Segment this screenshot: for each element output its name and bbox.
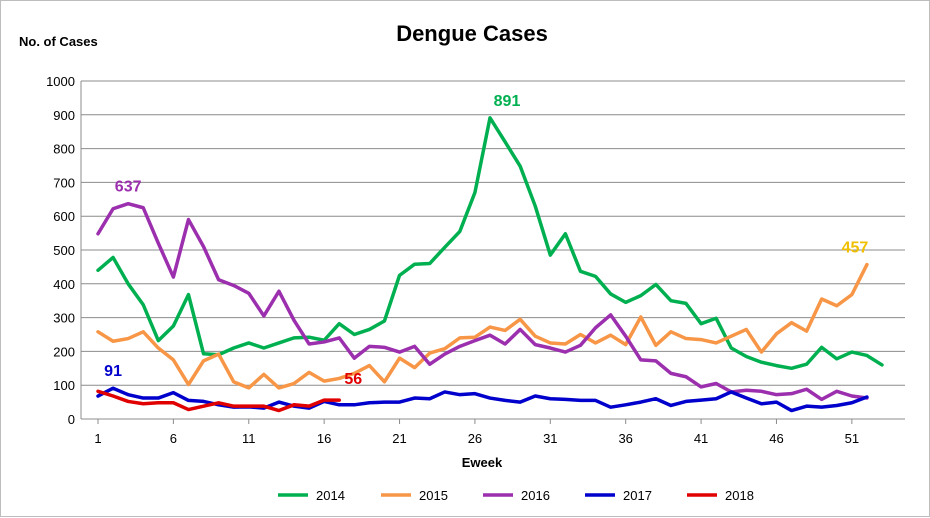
- legend-label: 2017: [623, 488, 652, 503]
- x-tick-label: 6: [170, 431, 177, 446]
- annotation-label: 457: [842, 240, 869, 257]
- y-tick-label: 500: [53, 243, 75, 258]
- x-tick-label: 1: [94, 431, 101, 446]
- y-tick-label: 200: [53, 344, 75, 359]
- y-tick-label: 700: [53, 175, 75, 190]
- series-line-2016: [96, 201, 869, 402]
- legend-label: 2016: [521, 488, 550, 503]
- y-axis-title: No. of Cases: [19, 34, 98, 49]
- x-tick-label: 36: [618, 431, 632, 446]
- x-tick-label: 21: [392, 431, 406, 446]
- series-line-2018: [96, 389, 341, 413]
- gridlines: [81, 80, 905, 386]
- x-tick-label: 16: [317, 431, 331, 446]
- y-tick-label: 1000: [46, 74, 75, 89]
- annotation-label: 891: [494, 93, 521, 110]
- legend-label: 2018: [725, 488, 754, 503]
- y-tick-label: 900: [53, 108, 75, 123]
- y-tick-label: 0: [68, 412, 75, 427]
- series-line-2014: [96, 116, 884, 371]
- y-tick-label: 600: [53, 209, 75, 224]
- legend-label: 2015: [419, 488, 448, 503]
- series-line-2015: [96, 262, 869, 390]
- x-tick-label: 31: [543, 431, 557, 446]
- y-tick-label: 400: [53, 277, 75, 292]
- annotations: 891 637 457 91 56: [104, 93, 868, 388]
- annotation-label: 91: [104, 363, 122, 380]
- annotation-label: 56: [344, 371, 362, 388]
- y-tick-label: 300: [53, 311, 75, 326]
- legend-label: 2014: [316, 488, 345, 503]
- legend: 2014 2015 2016 2017 2018: [278, 488, 754, 503]
- x-tick-label: 41: [694, 431, 708, 446]
- chart-title: Dengue Cases: [396, 21, 548, 46]
- x-tick-label: 46: [769, 431, 783, 446]
- x-tick-label: 11: [242, 431, 256, 446]
- x-axis-title: Eweek: [462, 455, 503, 470]
- series-lines: [96, 116, 884, 413]
- x-tick-label: 26: [468, 431, 482, 446]
- annotation-label: 637: [115, 179, 142, 196]
- x-tick-label: 51: [845, 431, 859, 446]
- y-tick-label: 100: [53, 378, 75, 393]
- y-tick-label: 800: [53, 142, 75, 157]
